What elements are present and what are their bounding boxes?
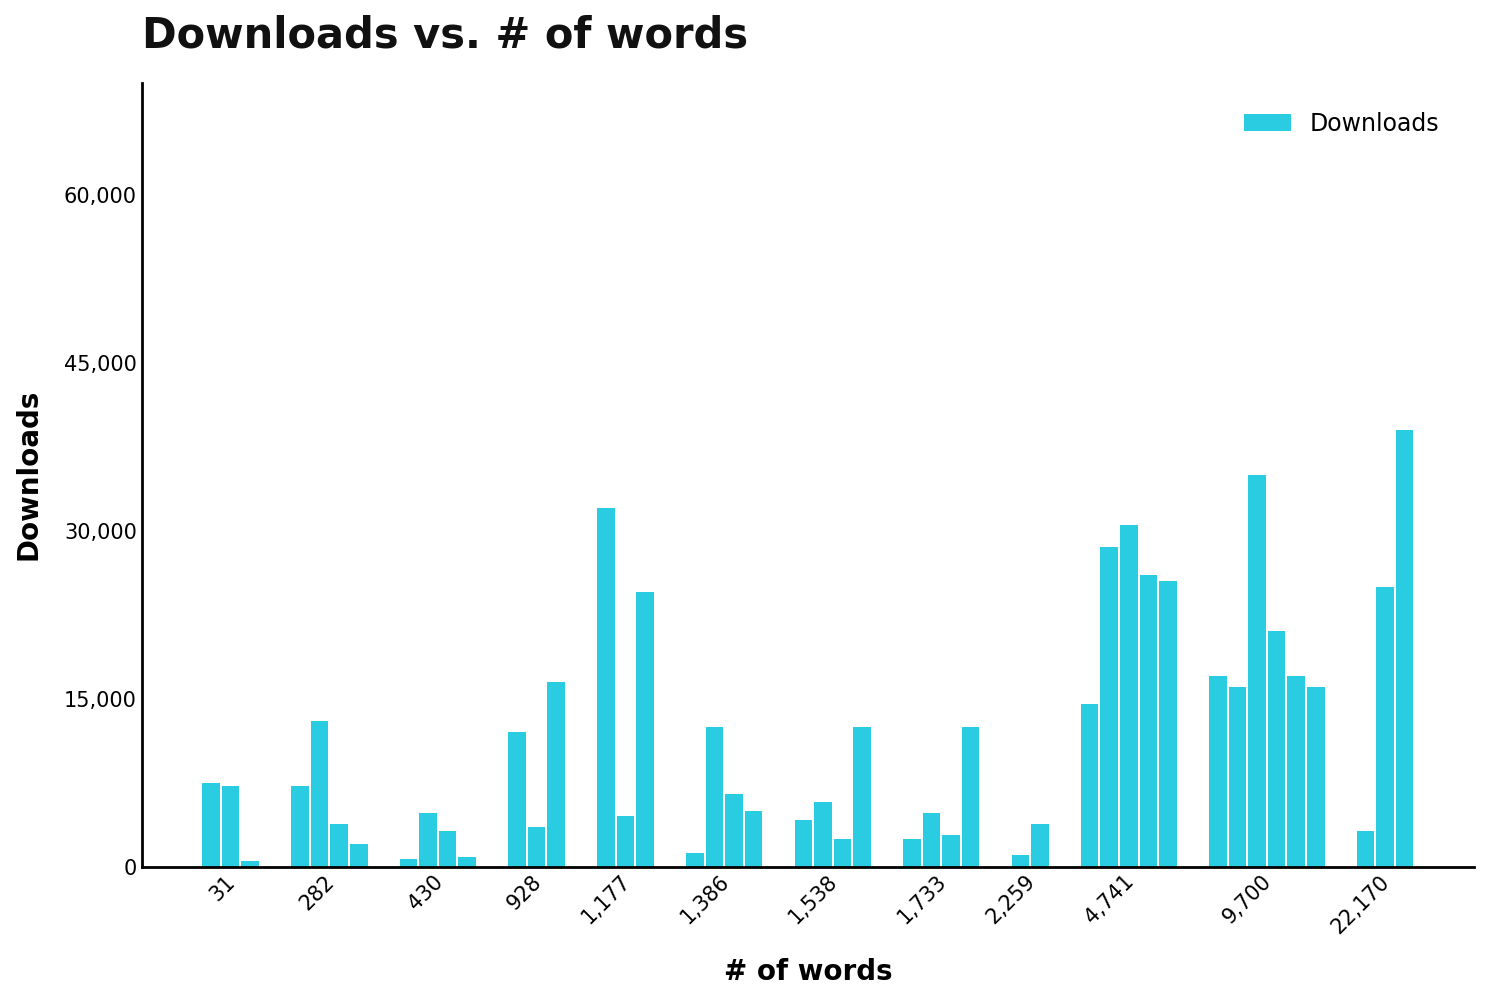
Bar xyxy=(241,861,259,867)
Bar xyxy=(962,727,980,867)
Text: Downloads vs. # of words: Downloads vs. # of words xyxy=(141,15,747,57)
Bar xyxy=(706,727,724,867)
Bar xyxy=(1307,688,1325,867)
Bar xyxy=(1011,856,1029,867)
Bar xyxy=(1267,632,1285,867)
Bar xyxy=(1032,824,1048,867)
Bar xyxy=(597,509,615,867)
Bar xyxy=(459,857,476,867)
Bar xyxy=(331,824,348,867)
Bar xyxy=(1376,587,1394,867)
Bar xyxy=(686,853,704,867)
Bar xyxy=(1228,688,1246,867)
Bar xyxy=(420,813,436,867)
X-axis label: # of words: # of words xyxy=(724,958,892,986)
Bar xyxy=(744,811,762,867)
Bar xyxy=(1248,474,1266,867)
Bar xyxy=(834,839,852,867)
Bar xyxy=(1288,677,1304,867)
Y-axis label: Downloads: Downloads xyxy=(15,389,43,561)
Legend: Downloads: Downloads xyxy=(1234,102,1449,145)
Bar xyxy=(1160,581,1176,867)
Bar xyxy=(548,682,564,867)
Bar xyxy=(616,816,634,867)
Bar xyxy=(795,820,812,867)
Bar xyxy=(1100,548,1118,867)
Bar xyxy=(1081,705,1099,867)
Bar xyxy=(311,721,329,867)
Bar xyxy=(1120,526,1138,867)
Bar xyxy=(203,783,220,867)
Bar xyxy=(902,839,920,867)
Bar xyxy=(222,786,240,867)
Bar xyxy=(439,831,457,867)
Bar xyxy=(943,835,960,867)
Bar xyxy=(508,733,526,867)
Bar xyxy=(1356,831,1374,867)
Bar xyxy=(1209,677,1227,867)
Bar xyxy=(350,844,368,867)
Bar xyxy=(636,593,654,867)
Bar xyxy=(814,802,832,867)
Bar xyxy=(399,859,417,867)
Bar xyxy=(853,727,871,867)
Bar xyxy=(527,828,545,867)
Bar xyxy=(1139,576,1157,867)
Bar xyxy=(923,813,940,867)
Bar xyxy=(725,794,743,867)
Bar xyxy=(1395,429,1413,867)
Bar xyxy=(292,786,308,867)
